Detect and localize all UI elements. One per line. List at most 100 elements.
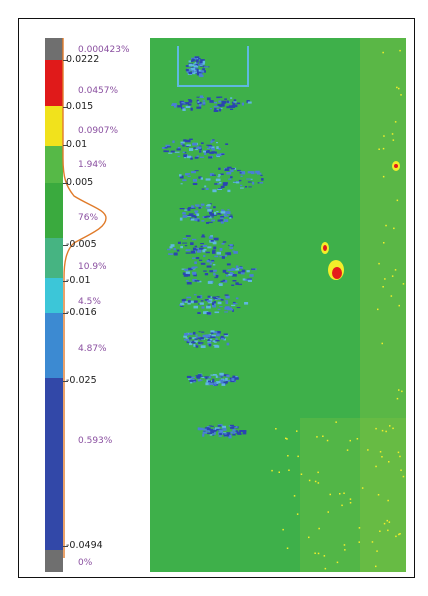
map-yellow-speck	[381, 456, 383, 458]
map-hotspot-red	[332, 267, 342, 279]
map-speckle	[190, 215, 196, 218]
map-yellow-speck	[293, 495, 296, 497]
map-speckle	[230, 431, 234, 434]
map-speckle	[242, 431, 247, 435]
map-speckle	[194, 68, 198, 70]
map-speckle	[207, 432, 213, 435]
map-speckle	[187, 214, 193, 216]
map-speckle	[205, 251, 210, 254]
map-yellow-speck	[282, 528, 284, 531]
map-speckle	[210, 332, 214, 334]
map-speckle	[164, 147, 168, 149]
map-speckle	[218, 283, 223, 286]
map-speckle	[208, 216, 213, 219]
map-yellow-speck	[288, 469, 290, 471]
map-speckle	[223, 338, 226, 341]
legend-percent-label: 76%	[78, 213, 99, 223]
map-speckle	[230, 108, 234, 110]
map-speckle	[197, 379, 201, 382]
map-speckle	[217, 424, 222, 426]
map-speckle	[207, 304, 210, 306]
map-speckle	[219, 306, 223, 308]
map-speckle	[244, 302, 249, 305]
map-speckle	[196, 60, 199, 63]
map-speckle	[168, 152, 173, 154]
map-speckle	[190, 72, 196, 75]
map-speckle	[207, 340, 212, 342]
map-speckle	[193, 344, 196, 347]
map-speckle	[185, 249, 191, 251]
map-speckle	[204, 216, 207, 218]
map-speckle	[225, 211, 231, 215]
map-speckle	[212, 189, 217, 193]
map-speckle	[229, 244, 233, 247]
map-speckle	[186, 375, 192, 378]
map-speckle	[230, 176, 233, 179]
map-speckle	[208, 236, 213, 239]
map-speckle	[238, 179, 242, 182]
legend-percent-label: 0.0907%	[78, 126, 119, 136]
map-speckle	[214, 311, 220, 314]
map-speckle	[180, 183, 183, 185]
map-speckle	[210, 240, 214, 242]
legend-tick-label: -0.025	[66, 375, 97, 386]
map-speckle	[224, 300, 229, 302]
map-speckle	[190, 157, 193, 160]
map-speckle	[206, 426, 210, 428]
map-yellow-speck	[396, 86, 398, 89]
map-speckle	[182, 151, 185, 153]
map-speckle	[213, 105, 219, 108]
map-speckle	[206, 150, 209, 154]
map-yellow-speck	[339, 493, 341, 495]
map-speckle	[196, 146, 202, 149]
map-speckle	[224, 98, 227, 100]
map-yellow-speck	[356, 438, 359, 440]
legend-tick	[63, 281, 68, 282]
map-right-band	[360, 38, 406, 572]
map-speckle	[185, 145, 190, 147]
map-speckle	[225, 252, 230, 255]
map-speckle	[194, 170, 199, 172]
map-speckle	[200, 177, 203, 180]
map-speckle	[204, 299, 210, 301]
map-yellow-speck	[381, 342, 383, 345]
map-speckle	[213, 298, 218, 300]
map-yellow-speck	[382, 147, 385, 150]
map-speckle	[185, 235, 191, 237]
map-speckle	[206, 312, 211, 315]
map-speckle	[166, 146, 172, 148]
map-speckle	[225, 143, 229, 145]
displacement-map	[150, 38, 406, 572]
map-speckle	[181, 268, 186, 270]
map-yellow-speck	[300, 473, 303, 475]
map-speckle	[220, 173, 224, 175]
map-speckle	[221, 383, 226, 386]
map-speckle	[216, 211, 219, 213]
map-speckle	[187, 267, 193, 271]
map-speckle	[188, 378, 192, 380]
map-speckle	[227, 189, 231, 193]
map-speckle	[219, 107, 223, 110]
map-speckle	[192, 247, 198, 251]
map-speckle	[186, 155, 191, 159]
map-speckle	[192, 380, 197, 382]
map-yellow-speck	[335, 421, 337, 423]
map-speckle	[186, 296, 192, 299]
legend-tick-label: 0.01	[66, 139, 88, 150]
map-speckle	[194, 245, 197, 247]
map-speckle	[214, 151, 217, 154]
map-speckle	[237, 169, 241, 172]
map-speckle	[192, 142, 197, 146]
map-speckle	[165, 150, 169, 153]
map-speckle	[180, 142, 184, 145]
map-speckle	[185, 280, 189, 282]
map-speckle	[227, 166, 232, 169]
map-speckle	[205, 207, 210, 209]
map-speckle	[220, 375, 226, 377]
map-yellow-speck	[391, 275, 394, 277]
map-speckle	[223, 428, 227, 431]
legend-segment-blue-dark	[45, 378, 63, 550]
map-yellow-speck	[379, 451, 382, 453]
map-speckle	[198, 57, 201, 60]
map-speckle	[215, 338, 218, 341]
